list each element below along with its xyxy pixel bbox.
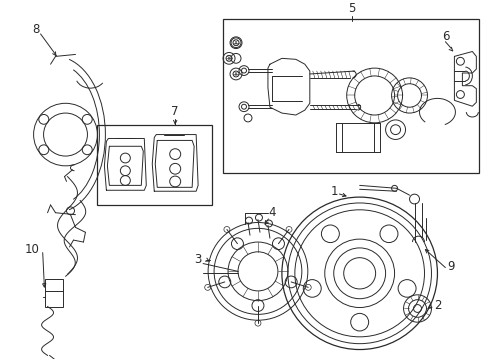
Text: 1: 1 bbox=[331, 185, 339, 198]
Bar bbox=[98, 125, 212, 205]
Text: 2: 2 bbox=[434, 299, 441, 312]
Bar bbox=[45, 279, 63, 306]
Text: 9: 9 bbox=[448, 260, 455, 273]
Text: 10: 10 bbox=[25, 243, 40, 256]
Text: 5: 5 bbox=[348, 3, 355, 15]
Text: 8: 8 bbox=[32, 23, 39, 36]
Text: 6: 6 bbox=[441, 30, 449, 43]
Text: 7: 7 bbox=[172, 105, 179, 118]
Bar bbox=[223, 19, 479, 173]
Text: 3: 3 bbox=[195, 253, 202, 266]
Text: 4: 4 bbox=[268, 206, 276, 219]
